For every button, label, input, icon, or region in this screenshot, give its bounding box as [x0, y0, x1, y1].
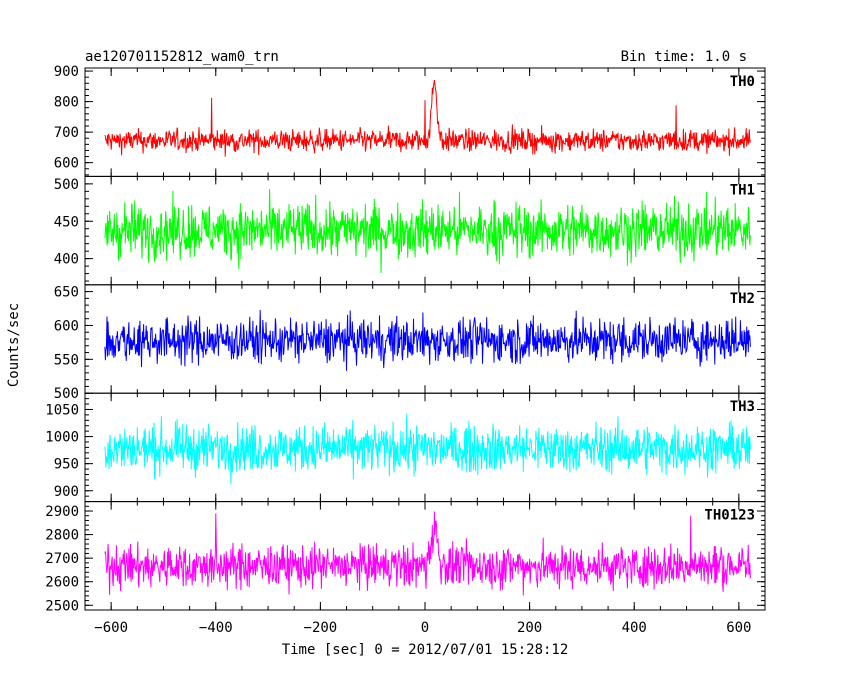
- panel-th1: 400 450 500 TH1: [54, 175, 766, 286]
- y-axis-label: Counts/sec: [6, 303, 22, 387]
- x-tick-label: 0: [421, 620, 429, 636]
- y-tick-label: 950: [54, 457, 79, 473]
- y-tick-label: 500: [54, 386, 79, 402]
- panel-name-label: TH3: [730, 399, 755, 415]
- x-tick-label: 200: [517, 620, 542, 636]
- y-tick-label: 400: [54, 252, 79, 268]
- y-tick-label: 2700: [45, 551, 79, 567]
- panel-th2: 500 550 600 650 TH2: [54, 284, 766, 402]
- y-tick-label: 2800: [45, 528, 79, 544]
- panel-name-label: TH0: [730, 74, 755, 90]
- y-tick-label: 650: [54, 285, 79, 301]
- observation-id-title: ae120701152812_wam0_trn: [85, 49, 279, 65]
- panel-name-label: TH0123: [704, 508, 755, 524]
- y-tick-label: 1000: [45, 430, 79, 446]
- panel-th0123: 2500 2600 2700 2800 2900 TH0123: [45, 501, 766, 614]
- series-line-th3: [104, 413, 751, 485]
- x-tick-label: 600: [726, 620, 751, 636]
- series-line-th1: [104, 188, 751, 274]
- x-tick-label: −400: [199, 620, 233, 636]
- y-tick-label: 2900: [45, 504, 79, 520]
- x-axis-label: Time [sec] 0 = 2012/07/01 15:28:12: [282, 642, 569, 658]
- panel-stack: 600 700 800 900 TH0 400 450 500 TH1 500 550 600 650 T…: [45, 64, 766, 614]
- y-tick-label: 900: [54, 64, 79, 80]
- y-tick-label: 1050: [45, 402, 79, 418]
- panel-th0: 600 700 800 900 TH0: [54, 64, 766, 177]
- y-tick-label: 700: [54, 125, 79, 141]
- panel-th3: 900 950 1000 1050 TH3: [45, 392, 766, 503]
- y-tick-label: 2500: [45, 598, 79, 614]
- y-tick-label: 550: [54, 352, 79, 368]
- y-tick-label: 450: [54, 214, 79, 230]
- y-tick-label: 900: [54, 484, 79, 500]
- panel-name-label: TH2: [730, 291, 755, 307]
- y-tick-label: 800: [54, 95, 79, 111]
- y-tick-label: 600: [54, 318, 79, 334]
- series-line-th0: [104, 80, 751, 157]
- series-line-th0123: [104, 511, 751, 596]
- y-tick-label: 600: [54, 156, 79, 172]
- y-tick-label: 500: [54, 177, 79, 193]
- panel-name-label: TH1: [730, 182, 755, 198]
- y-tick-label: 2600: [45, 575, 79, 591]
- x-axis: −600 −400 −200 0 200 400 600: [94, 620, 751, 636]
- panel-frame: [84, 501, 766, 611]
- x-tick-label: −200: [304, 620, 338, 636]
- x-tick-label: 400: [622, 620, 647, 636]
- series-line-th2: [104, 309, 751, 371]
- bin-time-label: Bin time: 1.0 s: [621, 49, 747, 65]
- x-tick-label: −600: [94, 620, 128, 636]
